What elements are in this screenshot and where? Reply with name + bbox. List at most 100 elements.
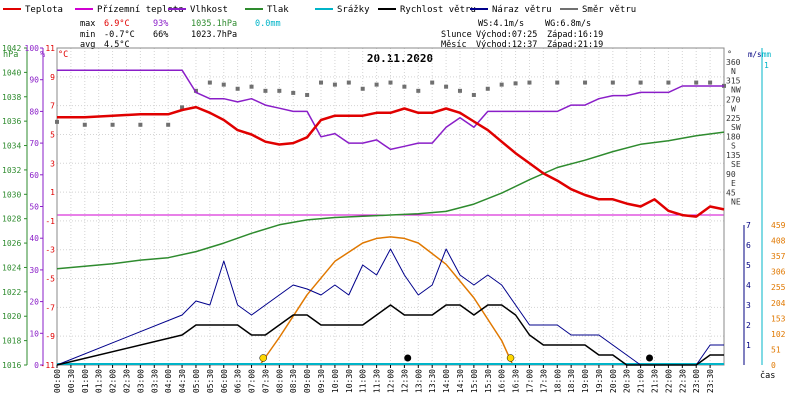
axis-title-mm: mm [762,50,772,59]
axis-title-degc: °C [58,50,68,60]
wind-speed-tick-label: 2 [746,321,751,330]
x-tick-label: 01:30 [95,369,104,393]
humidity-tick-label: 40 [29,234,39,243]
pressure-tick-label: 1028 [2,215,21,224]
x-tick-label: 09:30 [317,369,326,393]
wind-dir-point [55,119,59,124]
wind-dir-point [82,122,87,127]
wind-dir-point [110,122,115,127]
stats-max-rain: 0.0mm [255,19,281,29]
stats-max-press: 1035.1hPa [191,19,237,29]
stats-max-temp: 6.9°C [104,19,130,29]
wind-wg: WG:6.8m/s [545,19,591,29]
x-tick-label: 22:00 [664,369,673,393]
humidity-tick-label: 50 [29,203,39,212]
solar-tick-label: 357 [771,252,786,261]
humidity-tick-label: 70 [29,139,39,148]
temp-tick-label: -5 [45,275,55,284]
wind-dir-point [291,90,296,95]
x-tick-label: 03:00 [136,369,145,393]
legend-label: Teplota [25,5,63,15]
humidity-tick-label: 20 [29,298,39,307]
x-tick-label: 20:00 [609,369,618,393]
series-vlhkost [57,69,724,151]
wind-dir-point [207,80,212,85]
wind-dir-point [277,88,282,93]
wind-dir-point [583,80,588,85]
wind-dir-point [332,82,337,87]
axes: 1016101810201022102410261028103010321034… [2,44,786,370]
humidity-tick-label: 0 [34,361,39,370]
wind-dir-point [319,80,324,85]
wind-dir-point [471,92,476,97]
pressure-tick-label: 1038 [2,93,21,102]
sunset-marker [506,354,515,362]
legend-label: Směr větru [582,5,636,15]
wind-speed-tick-label: 4 [746,281,751,290]
x-tick-label: 22:30 [678,369,687,393]
moon-label: Měsíc [441,40,467,50]
x-tick-label: 17:30 [539,369,548,393]
temp-tick-label: 11 [45,44,55,53]
pressure-tick-label: 1020 [2,312,21,321]
x-tick-label: 17:00 [525,369,534,393]
series-layer [55,69,726,366]
stats-min-temp: -0.7°C [104,30,135,40]
wind-dir-name: NE [731,197,741,206]
wind-dir-point [610,80,615,85]
wind-dir-point [555,80,560,85]
x-tick-label: 19:00 [581,369,590,393]
x-tick-label: 06:30 [234,369,243,393]
temp-tick-label: -1 [45,217,55,226]
pressure-tick-label: 1034 [2,142,21,151]
solar-tick-label: 153 [771,314,786,323]
x-tick-label: 02:00 [109,369,118,393]
humidity-tick-label: 90 [29,76,39,85]
wind-dir-point [708,80,713,85]
wind-dir-point [235,86,240,91]
x-tick-label: 05:30 [206,369,215,393]
axis-title-deg: ° [727,50,732,60]
pressure-tick-label: 1024 [2,263,21,272]
pressure-tick-label: 1026 [2,239,21,248]
wind-dir-point [346,80,351,85]
x-tick-label: 16:30 [512,369,521,393]
x-tick-label: 08:00 [275,369,284,393]
wind-dir-point [430,80,435,85]
wind-dir-point [485,86,490,91]
wind-dir-point [180,105,185,110]
x-tick-label: 07:00 [248,369,257,393]
stats-avg-temp: 4.5°C [104,40,130,50]
humidity-tick-label: 10 [29,329,39,338]
temp-tick-label: 3 [50,159,55,168]
wind-dir-tick-label: 270 [726,95,741,104]
chart-title-date: 20.11.2020 [367,52,433,65]
axis-title-cas: čas [760,370,775,381]
rain-tick-label: 1 [764,61,769,70]
wind-dir-tick-label: 315 [726,77,741,86]
temp-tick-label: -7 [45,303,55,312]
x-tick-label: 21:00 [637,369,646,393]
x-tick-label: 13:30 [428,369,437,393]
x-tick-label: 05:00 [192,369,201,393]
humidity-tick-label: 60 [29,171,39,180]
legend-label: Náraz větru [492,5,552,15]
wind-speed-tick-label: 6 [746,241,751,250]
solar-tick-label: 204 [771,299,786,308]
wind-dir-tick-label: 360 [726,58,741,67]
moon-set: Západ:21:19 [547,40,603,50]
wind-dir-tick-label: 45 [726,188,736,197]
x-tick-label: 00:00 [53,369,62,393]
wind-dir-point [360,86,365,91]
x-tick-label: 11:00 [359,369,368,393]
wind-speed-tick-label: 1 [746,341,751,350]
axis-title-ms: m/s [748,50,762,59]
wind-dir-point [666,80,671,85]
wind-dir-name: NW [731,86,741,95]
x-tick-label: 08:30 [289,369,298,393]
solar-tick-label: 459 [771,221,786,230]
x-tick-label: 09:00 [303,369,312,393]
wind-dir-point [444,84,449,89]
series-teplota [57,105,725,218]
